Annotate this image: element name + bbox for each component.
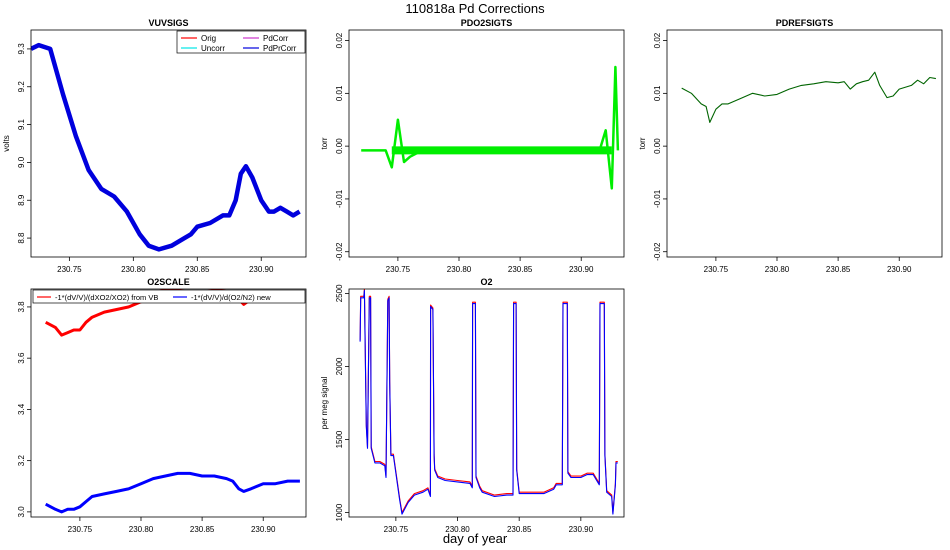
- plot-frame: [30, 29, 307, 258]
- legend-label: Orig: [201, 34, 216, 43]
- y-tick-label: 8.9: [17, 194, 26, 206]
- y-tick-label: -0.02: [335, 242, 344, 261]
- panel-title: VUVSIGS: [148, 18, 188, 28]
- y-tick-label: 1500: [335, 430, 344, 448]
- y-tick-label: 0.00: [653, 138, 662, 154]
- x-tick-label: 230.90: [569, 525, 594, 534]
- x-tick-label: 230.75: [386, 265, 411, 274]
- series-group: [359, 289, 618, 515]
- y-tick-label: -0.01: [335, 189, 344, 208]
- series-group: [361, 65, 620, 190]
- series-line: [361, 65, 620, 190]
- y-tick-label: 0.01: [335, 85, 344, 101]
- y-tick-label: 2000: [335, 357, 344, 375]
- y-tick-label: -0.01: [653, 189, 662, 208]
- y-tick-label: 3.0: [17, 506, 26, 518]
- x-tick-label: 230.85: [508, 265, 533, 274]
- legend-label: Uncorr: [201, 44, 225, 53]
- series-line: [31, 42, 301, 252]
- series-line: [359, 289, 618, 514]
- legend-label: -1*(dV/V)/d(O2/N2) new: [191, 293, 271, 302]
- x-tick-label: 230.75: [704, 265, 729, 274]
- plot-frame: [348, 288, 625, 518]
- y-tick-label: 0.02: [653, 32, 662, 48]
- series-line: [45, 471, 300, 514]
- legend-box: [176, 30, 306, 54]
- x-tick-label: 230.85: [185, 265, 210, 274]
- y-tick-label: -0.02: [653, 242, 662, 261]
- x-tick-label: 230.90: [249, 265, 274, 274]
- y-tick-label: 1000: [335, 503, 344, 521]
- panel-title: O2SCALE: [147, 277, 190, 287]
- x-tick-label: 230.90: [569, 265, 594, 274]
- x-tick-label: 230.90: [887, 265, 912, 274]
- y-tick-label: 9.3: [17, 43, 26, 55]
- panel-vuvsigs: VUVSIGS volts 230.75 230.80 230.85 230.90 8.8 8…: [2, 18, 307, 274]
- panel-o2: O2 per meg signal 230.75 230.80 230.85 230.90…: [320, 277, 625, 534]
- series-group: [45, 289, 300, 514]
- x-tick-label: 230.90: [251, 525, 276, 534]
- x-tick-label: 230.85: [507, 525, 532, 534]
- y-tick-label: 3.8: [17, 301, 26, 313]
- y-tick-label: 3.2: [17, 455, 26, 467]
- panel-pdrefsigts: PDREFSIGTS torr 230.75 230.80 230.85 230.90 -0…: [638, 18, 943, 274]
- y-tick-label: 9.0: [17, 156, 26, 168]
- series-group: [681, 71, 936, 123]
- series-group: [31, 42, 301, 252]
- y-axis-label: torr: [320, 137, 329, 149]
- legend-box: [32, 289, 306, 304]
- panel-title: PDO2SIGTS: [461, 18, 513, 28]
- y-axis-label: per meg signal: [320, 377, 329, 430]
- panel-title: O2: [480, 277, 492, 287]
- figure-xlabel: day of year: [443, 531, 508, 546]
- y-tick-label: 0.02: [335, 32, 344, 48]
- plot-frame: [666, 29, 943, 258]
- x-tick-label: 230.80: [129, 525, 154, 534]
- x-tick-label: 230.80: [445, 525, 470, 534]
- panel-pdo2sigts: PDO2SIGTS torr 230.75 230.80 230.85 230.90 -0.…: [320, 18, 625, 274]
- y-axis-label: volts: [2, 135, 11, 151]
- legend-label: PdPrCorr: [263, 44, 297, 53]
- y-tick-label: 8.8: [17, 232, 26, 244]
- legend-label: -1*(dV/V)/(dXO2/XO2) from VB: [55, 293, 158, 302]
- y-tick-label: 0.00: [335, 138, 344, 154]
- y-tick-label: 3.4: [17, 403, 26, 415]
- y-tick-label: 3.6: [17, 352, 26, 364]
- x-tick-label: 230.85: [826, 265, 851, 274]
- x-tick-label: 230.75: [68, 525, 93, 534]
- plot-frame: [348, 29, 625, 258]
- panel-title: PDREFSIGTS: [776, 18, 834, 28]
- series-line: [681, 71, 936, 123]
- y-tick-label: 2500: [335, 284, 344, 302]
- x-tick-label: 230.75: [57, 265, 82, 274]
- y-axis-label: torr: [638, 137, 647, 149]
- y-tick-label: 9.1: [17, 118, 26, 130]
- x-tick-label: 230.80: [447, 265, 472, 274]
- noise-band: [391, 146, 612, 155]
- y-tick-label: 9.2: [17, 81, 26, 93]
- x-tick-label: 230.75: [384, 525, 409, 534]
- legend-label: PdCorr: [263, 34, 289, 43]
- series-line: [359, 289, 618, 515]
- panels: VUVSIGS volts 230.75 230.80 230.85 230.90 8.8 8…: [2, 18, 943, 534]
- plot-frame: [30, 288, 307, 518]
- panel-o2scale: O2SCALE 230.75 230.80 230.85 230.90 3.0 3.2 3.4…: [17, 277, 307, 534]
- x-tick-label: 230.85: [190, 525, 215, 534]
- x-tick-label: 230.80: [121, 265, 146, 274]
- x-tick-label: 230.80: [765, 265, 790, 274]
- figure-title: 110818a Pd Corrections: [405, 1, 545, 16]
- y-tick-label: 0.01: [653, 85, 662, 101]
